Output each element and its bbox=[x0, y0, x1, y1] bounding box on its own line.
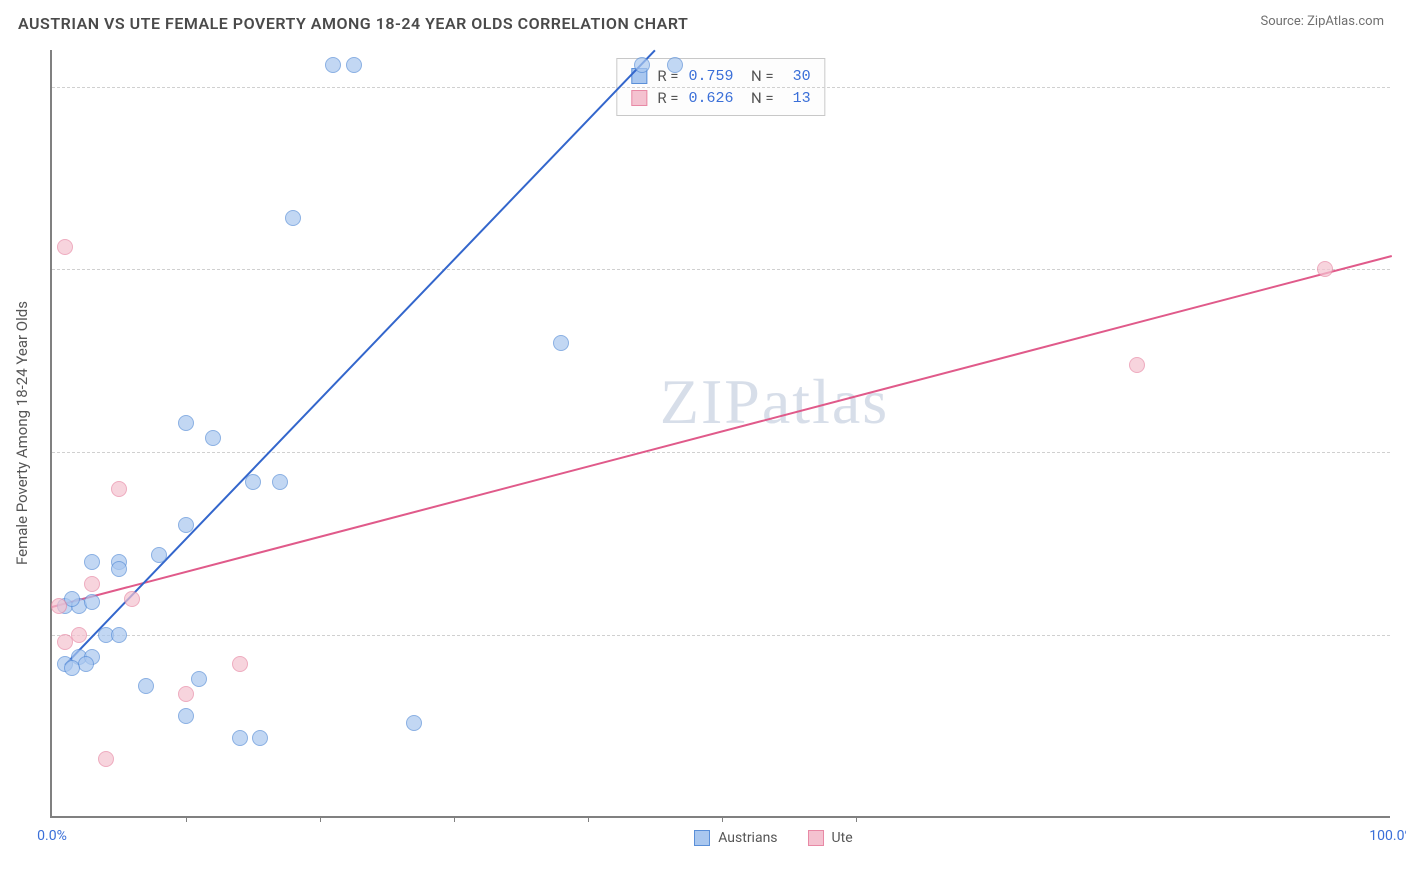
data-point bbox=[325, 57, 341, 73]
data-point bbox=[553, 335, 569, 351]
legend-n-label: N = bbox=[744, 89, 774, 107]
data-point bbox=[84, 594, 100, 610]
data-point bbox=[84, 554, 100, 570]
data-point bbox=[191, 671, 207, 687]
data-point bbox=[667, 57, 683, 73]
data-point bbox=[138, 678, 154, 694]
series-legend-item: Ute bbox=[808, 830, 853, 846]
x-tick-mark bbox=[454, 816, 455, 822]
trend-line bbox=[65, 50, 656, 666]
legend-n-value: 30 bbox=[784, 68, 811, 85]
legend-row: R = 0.626 N = 13 bbox=[631, 87, 810, 109]
x-tick-mark bbox=[588, 816, 589, 822]
plot-area: Female Poverty Among 18-24 Year Olds ZIP… bbox=[50, 50, 1390, 818]
data-point bbox=[1129, 357, 1145, 373]
grid-line bbox=[52, 269, 1390, 270]
legend-n-label: N = bbox=[744, 67, 774, 85]
data-point bbox=[57, 239, 73, 255]
data-point bbox=[51, 598, 67, 614]
data-point bbox=[151, 547, 167, 563]
x-tick-mark bbox=[320, 816, 321, 822]
data-point bbox=[232, 656, 248, 672]
data-point bbox=[124, 591, 140, 607]
legend-r-value: 0.759 bbox=[689, 68, 734, 85]
data-point bbox=[111, 627, 127, 643]
x-tick-label: 100.0% bbox=[1369, 828, 1406, 844]
chart-title: AUSTRIAN VS UTE FEMALE POVERTY AMONG 18-… bbox=[18, 14, 688, 33]
x-tick-label: 0.0% bbox=[37, 828, 67, 844]
data-point bbox=[178, 517, 194, 533]
y-axis-label: Female Poverty Among 18-24 Year Olds bbox=[13, 301, 31, 565]
trend-line bbox=[52, 255, 1392, 608]
legend-swatch bbox=[631, 90, 647, 106]
series-legend-label: Austrians bbox=[718, 830, 777, 846]
x-tick-mark bbox=[186, 816, 187, 822]
series-legend: Austrians Ute bbox=[694, 830, 852, 846]
data-point bbox=[205, 430, 221, 446]
data-point bbox=[178, 686, 194, 702]
grid-line bbox=[52, 87, 1390, 88]
legend-n-value: 13 bbox=[784, 90, 811, 107]
chart-container: Female Poverty Among 18-24 Year Olds ZIP… bbox=[50, 50, 1390, 858]
data-point bbox=[245, 474, 261, 490]
data-point bbox=[285, 210, 301, 226]
data-point bbox=[406, 715, 422, 731]
data-point bbox=[178, 708, 194, 724]
data-point bbox=[78, 656, 94, 672]
data-point bbox=[634, 57, 650, 73]
data-point bbox=[272, 474, 288, 490]
data-point bbox=[178, 415, 194, 431]
legend-r-value: 0.626 bbox=[689, 90, 734, 107]
data-point bbox=[84, 576, 100, 592]
x-tick-mark bbox=[856, 816, 857, 822]
grid-line bbox=[52, 452, 1390, 453]
data-point bbox=[111, 481, 127, 497]
series-legend-label: Ute bbox=[832, 830, 853, 846]
data-point bbox=[64, 660, 80, 676]
series-legend-item: Austrians bbox=[694, 830, 777, 846]
data-point bbox=[57, 634, 73, 650]
data-point bbox=[252, 730, 268, 746]
legend-row: R =0.759 N = 30 bbox=[631, 65, 810, 87]
legend-swatch bbox=[808, 830, 824, 846]
data-point bbox=[346, 57, 362, 73]
x-tick-mark bbox=[722, 816, 723, 822]
legend-swatch bbox=[694, 830, 710, 846]
legend-r-label: R = bbox=[657, 89, 678, 107]
data-point bbox=[98, 751, 114, 767]
source-label: Source: ZipAtlas.com bbox=[1260, 14, 1384, 29]
watermark: ZIPatlas bbox=[660, 365, 889, 439]
data-point bbox=[111, 561, 127, 577]
data-point bbox=[1317, 261, 1333, 277]
grid-line bbox=[52, 635, 1390, 636]
data-point bbox=[232, 730, 248, 746]
